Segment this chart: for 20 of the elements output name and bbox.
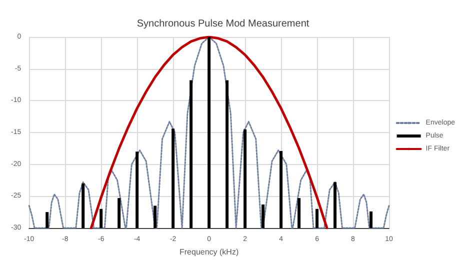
bar bbox=[298, 198, 301, 228]
bar bbox=[118, 198, 121, 228]
bar bbox=[244, 129, 247, 228]
line-series bbox=[28, 36, 390, 229]
x-axis-title: Frequency (kHz) bbox=[179, 247, 239, 256]
bar bbox=[226, 80, 229, 228]
bar bbox=[316, 208, 319, 228]
line-series bbox=[90, 36, 328, 230]
bar bbox=[190, 80, 193, 228]
chart-title: Synchronous Pulse Mod Measurement bbox=[136, 18, 310, 30]
bar bbox=[334, 182, 337, 228]
bar bbox=[172, 128, 175, 228]
bar bbox=[262, 204, 265, 228]
bar bbox=[280, 150, 283, 228]
bar bbox=[82, 183, 85, 228]
bar bbox=[370, 211, 373, 228]
bar bbox=[100, 208, 103, 228]
bar bbox=[154, 206, 157, 228]
bar bbox=[46, 212, 49, 228]
bar bbox=[136, 152, 139, 228]
